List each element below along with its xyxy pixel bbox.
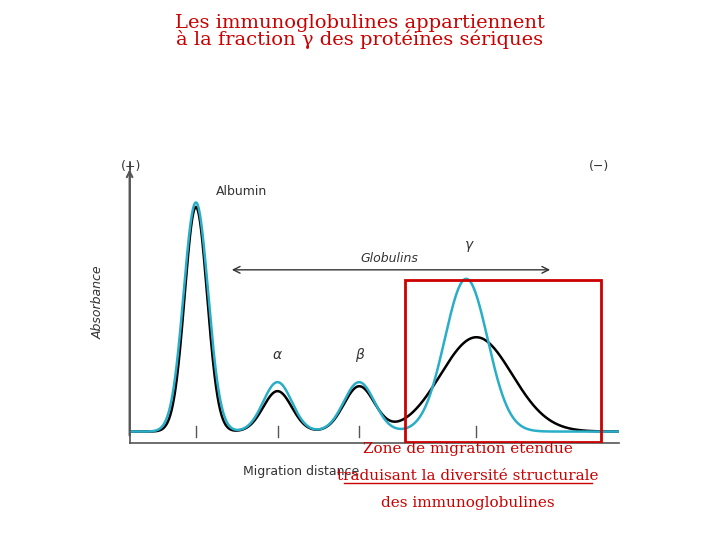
- Text: β: β: [355, 348, 364, 362]
- Text: Globulins: Globulins: [361, 252, 418, 265]
- Text: des immunoglobulines: des immunoglobulines: [381, 496, 555, 510]
- Text: à la fraction γ des protéines sériques: à la fraction γ des protéines sériques: [176, 30, 544, 49]
- Text: Absorbance: Absorbance: [92, 266, 105, 339]
- Bar: [405, 280, 601, 442]
- Text: α: α: [273, 348, 282, 362]
- Text: Albumin: Albumin: [216, 185, 268, 198]
- Text: Les immunoglobulines appartiennent: Les immunoglobulines appartiennent: [175, 14, 545, 31]
- Text: (−): (−): [589, 160, 609, 173]
- Text: Zone de migration étendue: Zone de migration étendue: [363, 441, 573, 456]
- Text: γ: γ: [464, 238, 473, 252]
- Text: traduisant la diversité structurale: traduisant la diversité structurale: [337, 469, 599, 483]
- Text: (+): (+): [120, 160, 141, 173]
- Text: Migration distance: Migration distance: [243, 465, 359, 478]
